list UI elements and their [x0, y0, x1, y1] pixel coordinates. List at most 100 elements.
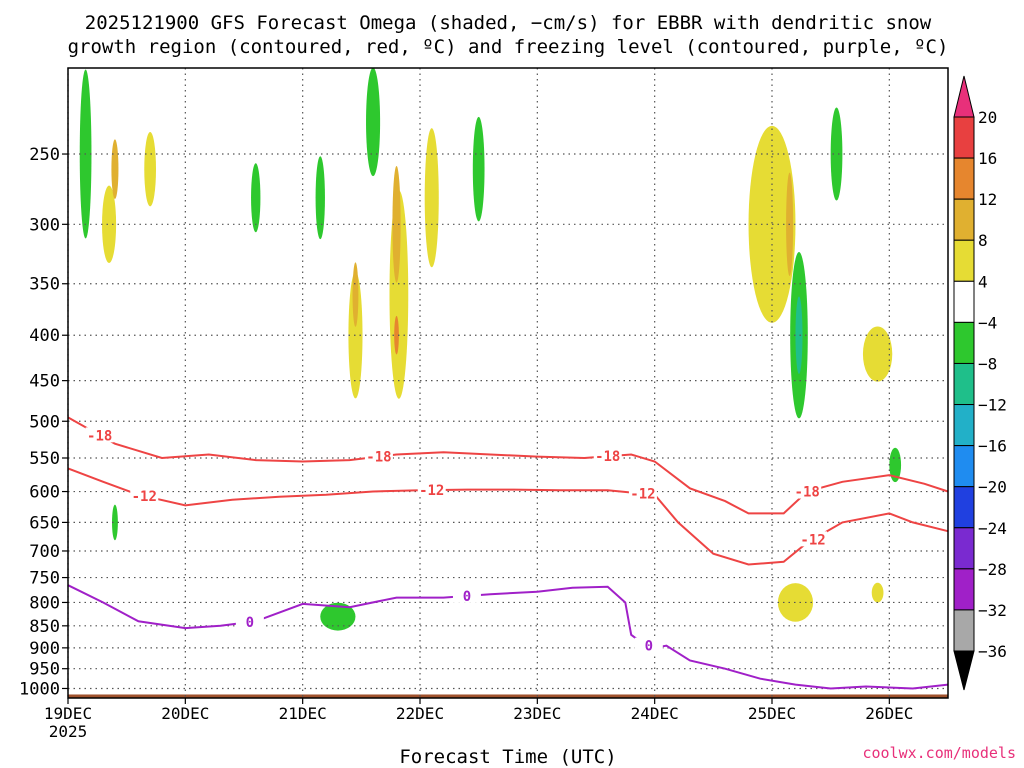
- plot-frame: [67, 67, 949, 699]
- contour-label-minus12-2: -12: [630, 487, 655, 503]
- colorbar-segment-11: [953, 568, 975, 611]
- colorbar-segment-7: [953, 404, 975, 447]
- x-tick-label-2: 21DEC: [279, 704, 327, 723]
- y-tick-label-9: 700: [29, 542, 60, 562]
- omega-region-6: [392, 166, 401, 283]
- omega-region-2: [144, 131, 156, 207]
- colorbar-label-10: −24: [978, 519, 1007, 538]
- contour-label-freezing-2-bg: [634, 637, 663, 653]
- colorbar-segment-6: [953, 362, 975, 406]
- omega-region-0: [102, 185, 117, 263]
- x-axis-label: Forecast Time (UTC): [399, 746, 616, 768]
- contour-label-minus12-2-bg: [628, 485, 657, 501]
- omega-region-4: [352, 262, 359, 327]
- colorbar-label-1: 16: [978, 149, 997, 168]
- colorbar-label-4: 4: [978, 272, 988, 291]
- colorbar-label-5: −4: [978, 313, 997, 332]
- contour-label-freezing-1-bg: [452, 587, 481, 603]
- x-axis-year: 2025: [49, 722, 88, 741]
- contour-label-minus18-3: -18: [795, 485, 820, 501]
- contour-label-minus18-1-bg: [364, 448, 393, 464]
- omega-region-13: [871, 582, 884, 603]
- contour-label-minus18-0: -18: [87, 428, 112, 444]
- x-tick-label-6: 25DEC: [748, 704, 796, 723]
- colorbar-segment-0: [953, 116, 975, 159]
- y-tick-label-6: 550: [29, 449, 60, 469]
- y-tick-label-0: 250: [29, 145, 60, 165]
- colorbar-top-arrow: [953, 75, 975, 118]
- contour-label-freezing-1: 0: [463, 589, 471, 605]
- colorbar-label-7: −12: [978, 396, 1007, 415]
- omega-region-1: [111, 139, 119, 199]
- contour-label-minus18-2-bg: [593, 448, 622, 464]
- y-tick-label-3: 400: [29, 326, 60, 346]
- omega-region-21: [830, 107, 843, 201]
- colorbar-segment-10: [953, 527, 975, 570]
- colorbar-segment-1: [953, 157, 975, 200]
- colorbar-segment-12: [953, 609, 975, 652]
- y-axis: 2503003504004505005506006507007508008509…: [19, 145, 68, 699]
- colorbar-segment-4: [953, 280, 975, 323]
- credit-text: coolwx.com/models: [862, 744, 1016, 762]
- contour-label-freezing-0-bg: [235, 614, 264, 630]
- terrain-band: [68, 694, 948, 698]
- colorbar-segment-3: [953, 239, 975, 282]
- colorbar-label-3: 8: [978, 231, 988, 250]
- contour-dgz-minus12: [67, 467, 949, 566]
- omega-region-18: [315, 156, 325, 240]
- contour-label-freezing-2: 0: [645, 639, 653, 655]
- colorbar-label-2: 12: [978, 190, 997, 209]
- omega-region-8: [424, 128, 439, 268]
- colorbar-label-9: −20: [978, 478, 1007, 497]
- contour-label-minus12-0: -12: [132, 489, 157, 505]
- contour-label-minus12-1-bg: [417, 482, 446, 498]
- contour-label-minus18-1: -18: [366, 450, 391, 466]
- chart-title-line2: growth region (contoured, red, ºC) and f…: [68, 36, 949, 58]
- omega-region-17: [251, 163, 261, 233]
- chart-title-line1: 2025121900 GFS Forecast Omega (shaded, −…: [85, 12, 932, 34]
- x-tick-label-1: 20DEC: [161, 704, 209, 723]
- omega-region-11: [862, 326, 893, 382]
- colorbar-segment-2: [953, 198, 975, 241]
- colorbar-segment-5: [953, 321, 975, 364]
- contour-label-minus12-1: -12: [419, 483, 444, 499]
- y-tick-label-2: 350: [29, 275, 60, 295]
- y-tick-label-14: 950: [29, 660, 60, 680]
- y-tick-label-11: 800: [29, 593, 60, 613]
- colorbar-segment-8: [953, 445, 975, 488]
- plot-area: -18 -18 -18 -18 -12 -12 -12 -12 0 0 0: [67, 67, 949, 698]
- y-tick-label-1: 300: [29, 215, 60, 235]
- contour-label-minus18-3-bg: [793, 483, 822, 499]
- colorbar: 20 16 12 8 4 −4 −8 −12 −16 −20 −24 −28 −32 −36: [953, 75, 1007, 691]
- y-tick-label-12: 850: [29, 617, 60, 637]
- contour-label-minus18-2: -18: [595, 449, 620, 465]
- colorbar-label-13: −36: [978, 642, 1007, 661]
- omega-region-20: [795, 296, 803, 374]
- contour-label-minus12-0-bg: [130, 488, 159, 504]
- x-tick-label-5: 24DEC: [631, 704, 679, 723]
- contour-label-minus18-0-bg: [85, 427, 114, 443]
- contour-label-minus12-3-bg: [799, 531, 828, 547]
- y-tick-label-13: 900: [29, 639, 60, 659]
- y-tick-label-7: 600: [29, 483, 60, 503]
- y-tick-label-4: 450: [29, 372, 60, 392]
- x-tick-label-4: 23DEC: [513, 704, 561, 723]
- y-tick-label-15: 1000: [19, 679, 60, 699]
- contour-label-minus12-3: -12: [800, 532, 825, 548]
- y-tick-label-5: 500: [29, 412, 60, 432]
- contour-label-freezing-0: 0: [246, 615, 254, 631]
- colorbar-label-11: −28: [978, 560, 1007, 579]
- x-tick-label-0: 19DEC: [44, 704, 92, 723]
- x-tick-label-7: 26DEC: [865, 704, 913, 723]
- colorbar-label-12: −32: [978, 601, 1007, 620]
- omega-region-16: [472, 116, 485, 222]
- omega-region-22: [889, 447, 902, 483]
- colorbar-label-0: 20: [978, 108, 997, 127]
- y-tick-label-10: 750: [29, 569, 60, 589]
- omega-region-15: [366, 67, 381, 177]
- y-tick-label-8: 650: [29, 513, 60, 533]
- omega-region-24: [112, 504, 118, 541]
- x-axis: 19DEC 20DEC 21DEC 22DEC 23DEC 24DEC 25DEC 26DEC: [44, 698, 913, 723]
- omega-region-7: [394, 315, 399, 355]
- contour-freezing-0: [67, 584, 949, 690]
